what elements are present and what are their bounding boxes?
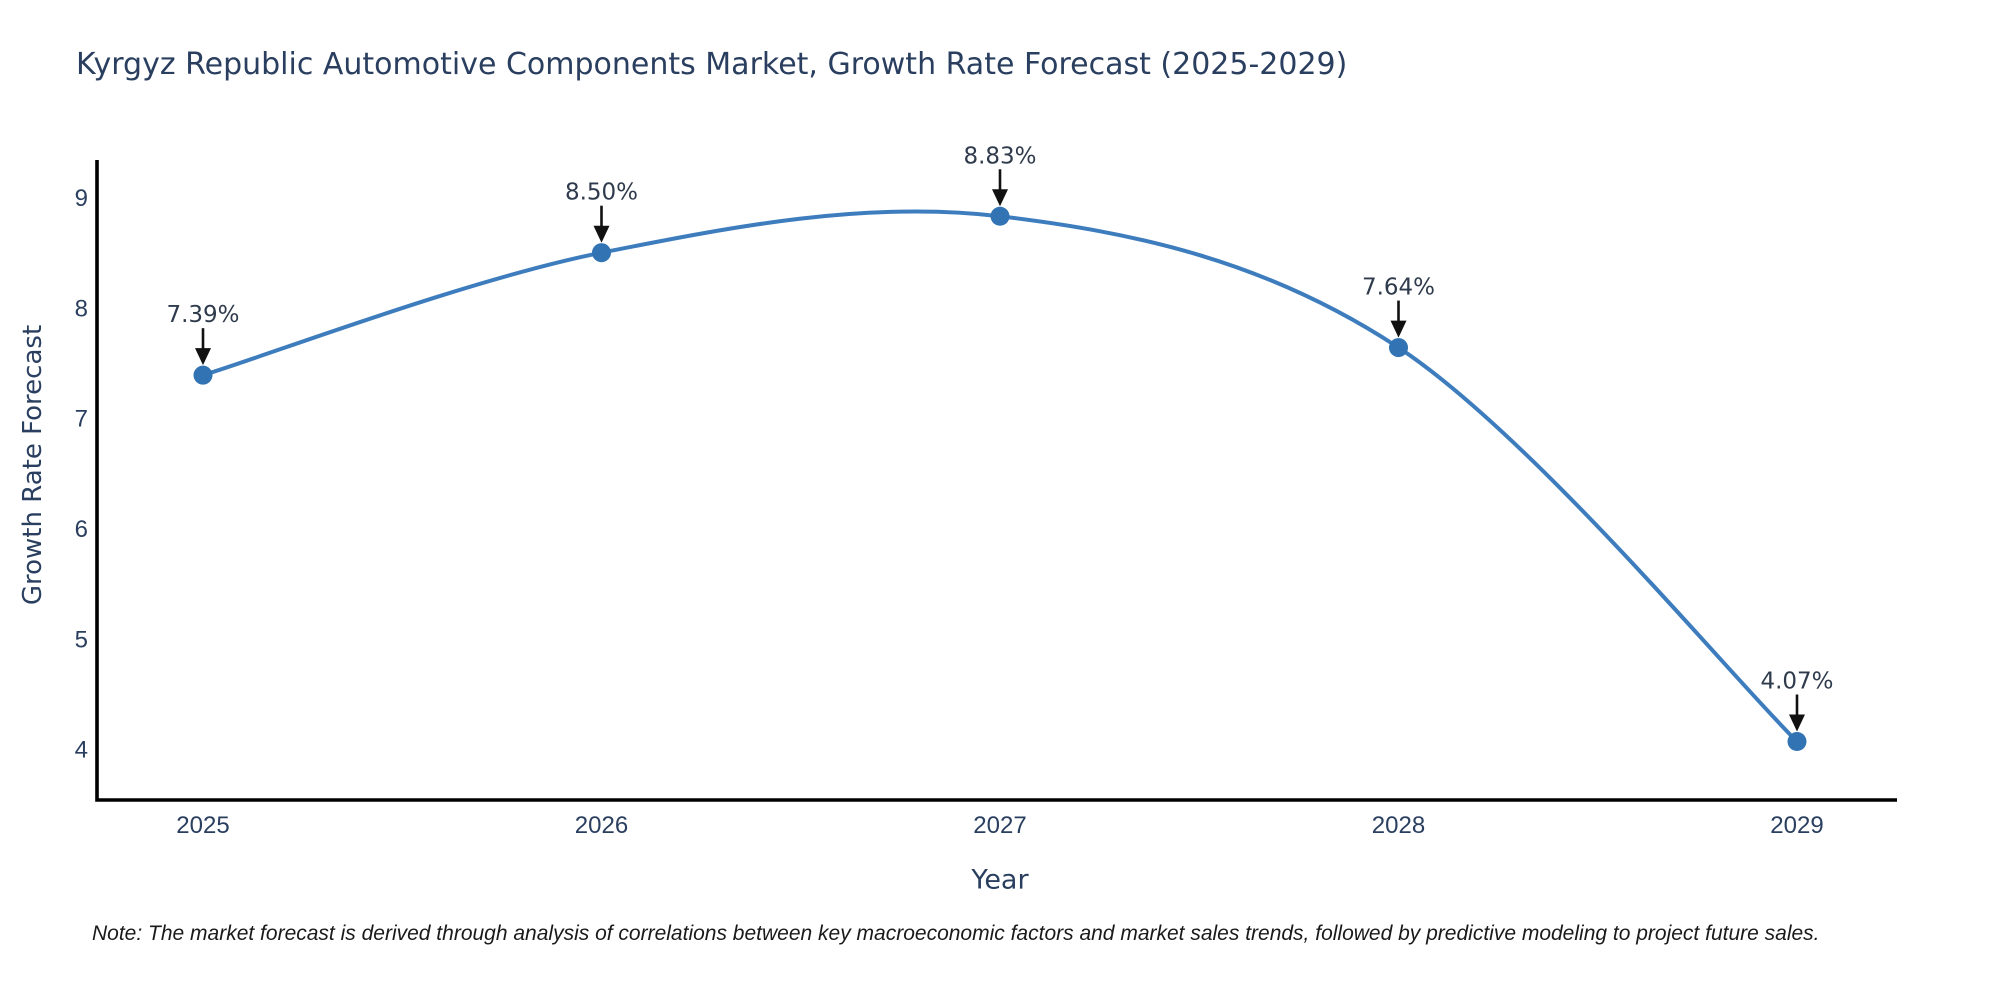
chart-title: Kyrgyz Republic Automotive Components Ma… — [76, 47, 1348, 82]
data-point-label: 4.07% — [1760, 669, 1833, 695]
x-tick-label: 2029 — [1770, 812, 1823, 839]
annotation-arrow-head — [593, 225, 610, 243]
data-point-marker[interactable] — [990, 206, 1010, 226]
x-axis-title: Year — [971, 864, 1029, 896]
footnote: Note: The market forecast is derived thr… — [92, 922, 1820, 945]
data-point-marker[interactable] — [1787, 732, 1807, 752]
forecast-line — [201, 209, 1799, 744]
data-point-label: 8.50% — [565, 180, 638, 206]
y-tick-label: 5 — [75, 626, 88, 653]
data-point-marker[interactable] — [193, 365, 213, 385]
annotation-arrow-head — [1789, 714, 1805, 732]
data-point-label: 7.64% — [1362, 275, 1435, 301]
y-tick-label: 9 — [75, 185, 88, 212]
data-point-label: 8.83% — [963, 143, 1036, 169]
annotation-arrow-head — [992, 189, 1008, 207]
data-point-marker[interactable] — [1389, 338, 1408, 358]
y-tick-label: 4 — [75, 737, 88, 764]
x-tick-label: 2026 — [575, 812, 628, 839]
axis-spines — [95, 160, 1897, 802]
y-tick-label: 7 — [75, 406, 88, 433]
x-tick-label: 2025 — [176, 812, 229, 839]
annotation-arrow-head — [1390, 320, 1407, 338]
y-tick-label: 8 — [75, 295, 88, 322]
x-tick-label: 2027 — [973, 812, 1026, 839]
x-tick-label: 2028 — [1372, 812, 1425, 839]
data-point-label: 7.39% — [166, 302, 239, 328]
annotation-arrow-head — [195, 348, 211, 366]
data-point-marker[interactable] — [592, 243, 611, 263]
y-tick-label: 6 — [75, 516, 88, 543]
